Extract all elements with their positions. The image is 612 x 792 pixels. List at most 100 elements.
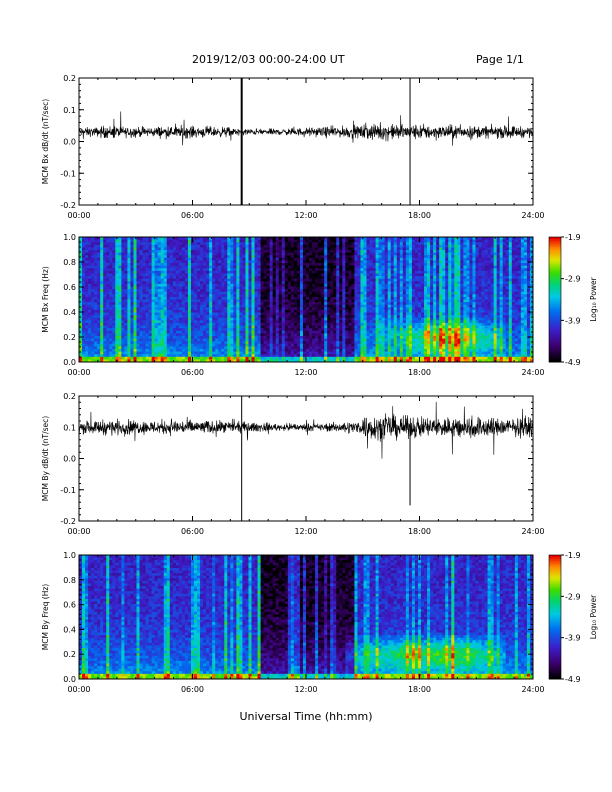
heatmap-cell xyxy=(148,309,153,313)
heatmap-cell xyxy=(145,315,150,319)
heatmap-cell xyxy=(151,346,156,350)
heatmap-cell xyxy=(315,296,319,300)
heatmap-cell xyxy=(236,268,240,272)
heatmap-cell xyxy=(290,255,295,259)
heatmap-cell xyxy=(172,359,177,363)
heatmap-cell xyxy=(384,270,389,274)
heatmap-cell xyxy=(275,270,280,274)
heatmap-cell xyxy=(236,348,240,352)
heatmap-cell xyxy=(254,346,258,350)
heatmap-cell xyxy=(296,322,301,326)
heatmap-cell xyxy=(360,260,364,264)
heatmap-cell xyxy=(154,281,159,285)
heatmap-cell xyxy=(290,315,295,319)
heatmap-cell xyxy=(100,239,104,243)
heatmap-cell xyxy=(209,242,213,246)
heatmap-cell xyxy=(148,322,153,326)
heatmap-cell xyxy=(336,325,340,329)
heatmap-cell xyxy=(118,317,122,321)
heatmap-cell xyxy=(187,273,192,277)
heatmap-cell xyxy=(154,354,159,358)
heatmap-cell xyxy=(215,255,219,259)
heatmap-cell xyxy=(336,346,340,350)
heatmap-cell xyxy=(324,341,328,345)
heatmap-cell xyxy=(309,294,313,298)
heatmap-cell xyxy=(306,252,310,256)
heatmap-cell xyxy=(172,338,177,342)
heatmap-cell xyxy=(184,341,189,345)
heatmap-cell xyxy=(206,356,210,360)
heatmap-cell xyxy=(315,257,319,261)
heatmap-cell xyxy=(272,247,277,251)
heatmap-cell xyxy=(318,333,322,337)
heatmap-cell xyxy=(272,330,277,334)
heatmap-cell xyxy=(200,247,204,251)
heatmap-cell xyxy=(351,294,355,298)
heatmap-cell xyxy=(302,341,307,345)
heatmap-cell xyxy=(290,322,295,326)
heatmap-cell xyxy=(130,333,134,337)
heatmap-cell xyxy=(233,242,237,246)
heatmap-cell xyxy=(112,294,116,298)
heatmap-cell xyxy=(163,239,168,243)
heatmap-cell xyxy=(315,330,319,334)
heatmap-cell xyxy=(342,312,346,316)
heatmap-cell xyxy=(321,320,325,324)
heatmap-cell xyxy=(263,307,268,311)
heatmap-cell xyxy=(257,263,261,267)
heatmap-cell xyxy=(181,294,186,298)
heatmap-cell xyxy=(254,315,258,319)
heatmap-cell xyxy=(390,244,395,248)
heatmap-cell xyxy=(118,296,122,300)
heatmap-cell xyxy=(381,278,386,282)
heatmap-cell xyxy=(79,359,83,363)
heatmap-cell xyxy=(85,239,89,243)
heatmap-cell xyxy=(302,307,307,311)
heatmap-cell xyxy=(336,317,340,321)
heatmap-cell xyxy=(115,312,119,316)
heatmap-cell xyxy=(369,304,373,308)
heatmap-cell xyxy=(94,281,98,285)
heatmap-cell xyxy=(85,250,89,254)
heatmap-cell xyxy=(336,307,340,311)
heatmap-cell xyxy=(224,309,228,313)
heatmap-cell xyxy=(312,322,316,326)
heatmap-cell xyxy=(118,265,122,269)
heatmap-cell xyxy=(269,356,274,360)
heatmap-cell xyxy=(175,250,180,254)
heatmap-cell xyxy=(357,341,361,345)
heatmap-cell xyxy=(127,257,131,261)
heatmap-cell xyxy=(269,247,274,251)
heatmap-cell xyxy=(157,320,162,324)
heatmap-cell xyxy=(284,315,289,319)
heatmap-cell xyxy=(103,356,107,360)
heatmap-cell xyxy=(157,237,162,240)
heatmap-cell xyxy=(354,335,358,339)
heatmap-cell xyxy=(233,346,237,350)
heatmap-cell xyxy=(209,247,213,251)
heatmap-cell xyxy=(187,341,192,345)
heatmap-cell xyxy=(103,252,107,256)
heatmap-cell xyxy=(315,346,319,350)
heatmap-cell xyxy=(257,335,261,339)
heatmap-cell xyxy=(369,307,373,311)
heatmap-cell xyxy=(88,239,92,243)
heatmap-cell xyxy=(339,312,343,316)
heatmap-cell xyxy=(190,330,195,334)
heatmap-cell xyxy=(109,273,113,277)
heatmap-cell xyxy=(269,354,274,358)
heatmap-cell xyxy=(330,322,334,326)
heatmap-cell xyxy=(163,237,168,240)
heatmap-cell xyxy=(97,328,101,332)
heatmap-cell xyxy=(88,289,92,293)
heatmap-cell xyxy=(169,335,174,339)
heatmap-cell xyxy=(330,244,334,248)
heatmap-cell xyxy=(212,291,216,295)
heatmap-cell xyxy=(154,286,159,290)
heatmap-cell xyxy=(221,351,225,355)
heatmap-cell xyxy=(148,294,153,298)
heatmap-cell xyxy=(206,299,210,303)
heatmap-cell xyxy=(85,244,89,248)
heatmap-cell xyxy=(354,273,358,277)
heatmap-cell xyxy=(127,289,131,293)
